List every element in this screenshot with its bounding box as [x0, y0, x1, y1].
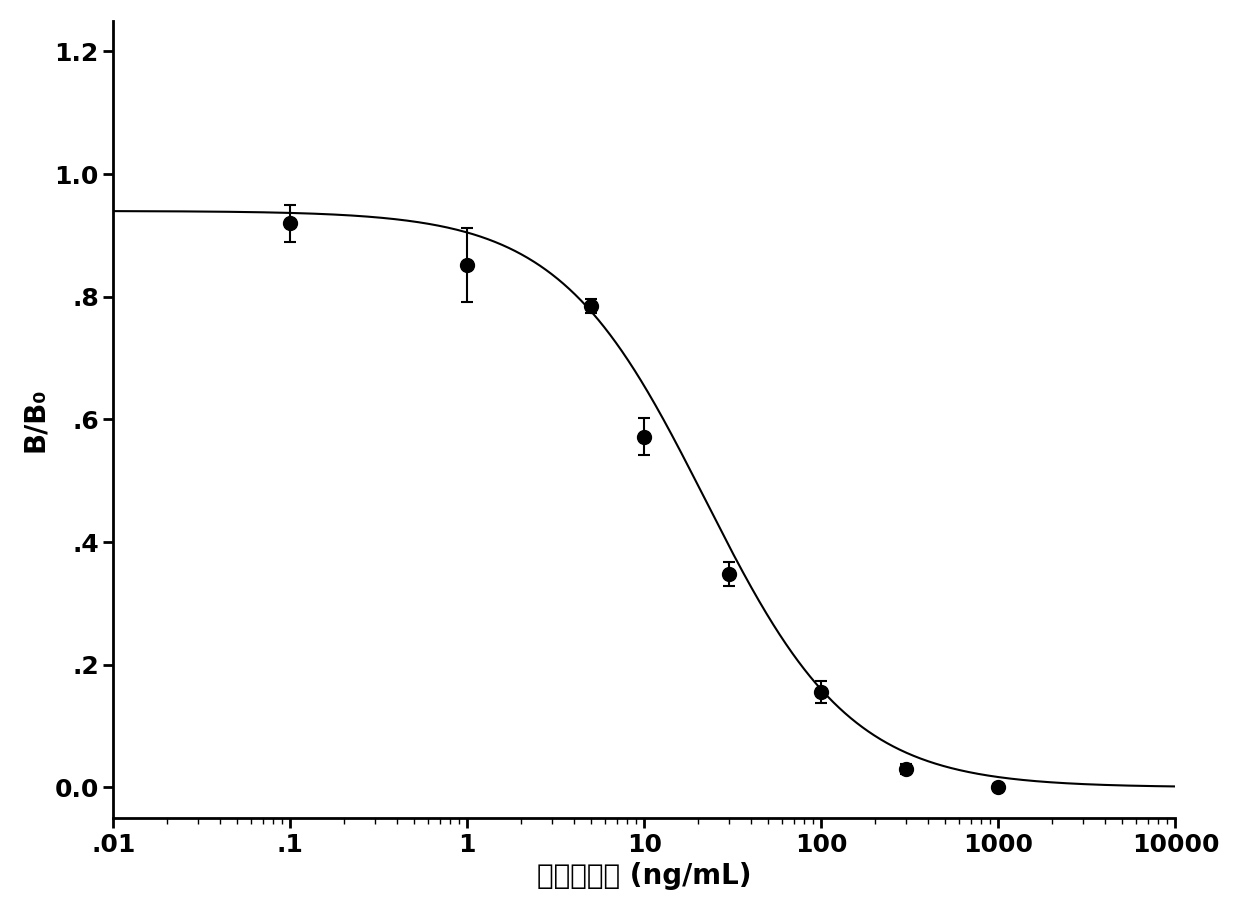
- X-axis label: 塔虫奄浓度 (ng/mL): 塔虫奄浓度 (ng/mL): [537, 862, 751, 890]
- Y-axis label: B/B₀: B/B₀: [21, 387, 48, 452]
